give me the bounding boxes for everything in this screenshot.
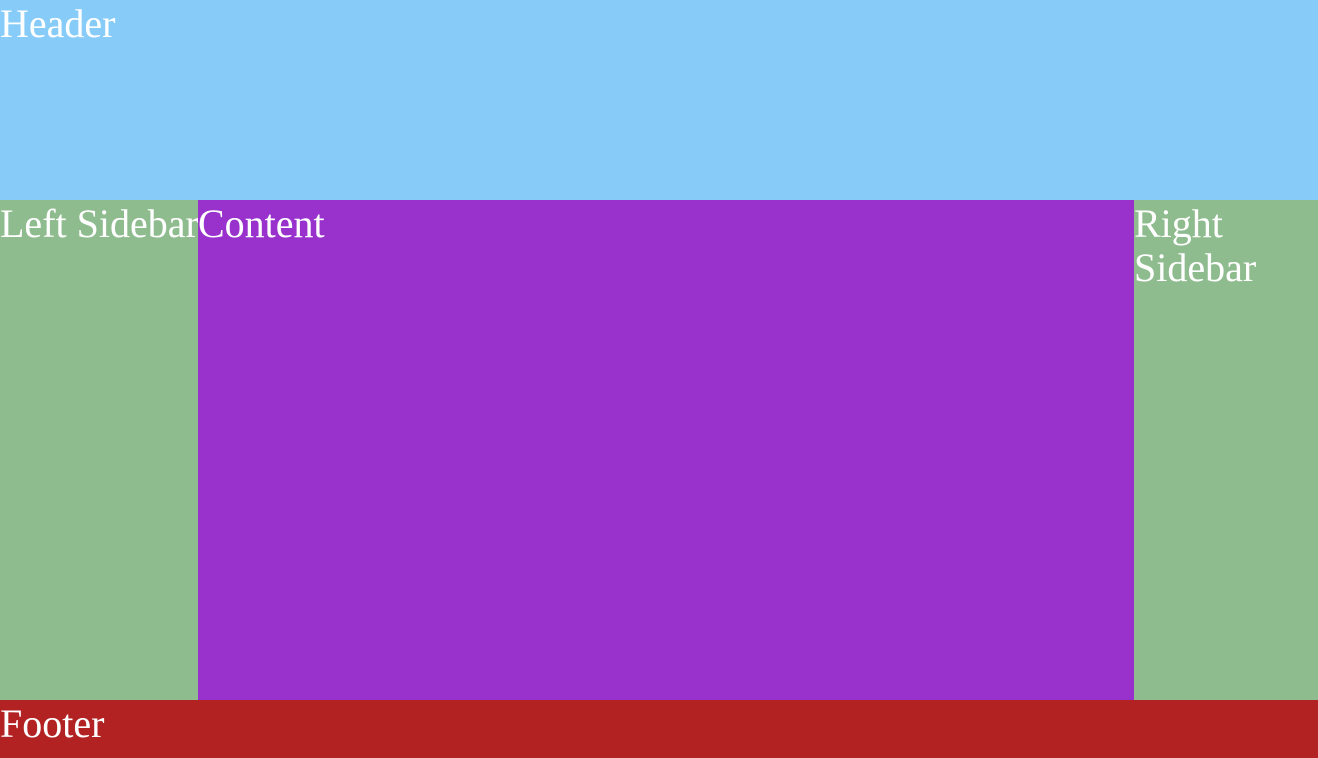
- right-sidebar: Right Sidebar: [1134, 200, 1318, 700]
- footer: Footer: [0, 700, 1318, 758]
- content-label: Content: [198, 201, 325, 246]
- right-sidebar-label: Right Sidebar: [1134, 201, 1257, 290]
- left-sidebar: Left Sidebar: [0, 200, 198, 700]
- left-sidebar-label: Left Sidebar: [0, 201, 198, 246]
- header-label: Header: [0, 1, 116, 46]
- header: Header: [0, 0, 1318, 200]
- footer-label: Footer: [0, 701, 105, 746]
- content-area: Content: [198, 200, 1134, 700]
